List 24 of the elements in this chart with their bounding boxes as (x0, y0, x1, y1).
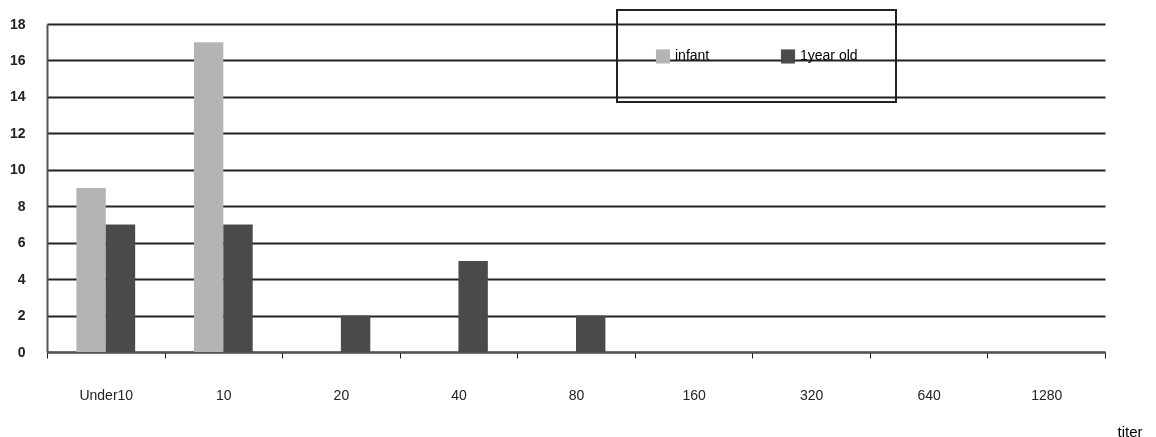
x-tick-label: 40 (451, 386, 467, 403)
y-tick-label: 10 (9, 161, 26, 178)
y-tick-label: 2 (17, 307, 26, 324)
x-tick-label: 1280 (1031, 386, 1063, 403)
y-tick-label: 6 (17, 234, 26, 251)
x-tick-label: Under10 (79, 386, 134, 403)
y-tick-label: 8 (17, 197, 26, 214)
y-tick-label: 4 (17, 270, 26, 287)
y-tick-label: 0 (17, 343, 26, 360)
legend-label: 1year old (800, 47, 858, 64)
x-tick-label: 80 (568, 386, 585, 403)
bar (76, 188, 106, 352)
x-tick-label: 20 (333, 386, 350, 403)
y-tick-label: 14 (9, 88, 26, 105)
x-axis-title: titer (1117, 422, 1143, 437)
x-tick-label: 160 (682, 386, 706, 403)
legend-label: infant (675, 47, 710, 64)
x-tick-label: 640 (917, 386, 942, 403)
x-tick-label: 10 (216, 386, 232, 403)
y-tick-label: 18 (9, 15, 26, 32)
y-tick-label: 12 (9, 124, 26, 141)
x-tick-label: 320 (799, 386, 824, 403)
bar (193, 42, 224, 352)
y-tick-label: 16 (9, 51, 26, 68)
